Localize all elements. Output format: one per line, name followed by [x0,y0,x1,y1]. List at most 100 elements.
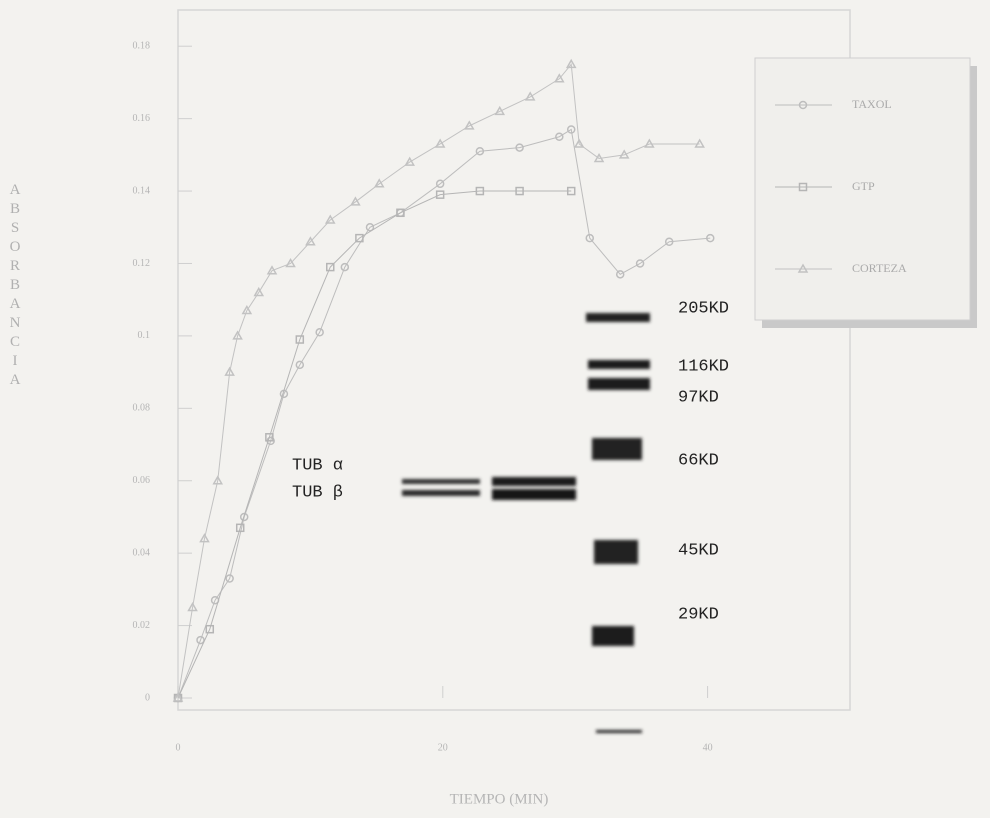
y-tick-label: 0.12 [133,258,151,269]
y-tick-label: 0.14 [133,185,151,196]
plot-frame [177,9,851,711]
point [475,186,485,196]
legend-label: TAXOL [852,97,892,111]
point [524,91,536,101]
point [295,335,305,344]
point [554,73,565,83]
point [566,186,576,196]
point [199,533,210,543]
gel-band [588,378,650,390]
legend-label: GTP [852,179,875,193]
point [435,190,445,199]
point [235,523,245,533]
point [565,58,577,69]
y-tick-label: 0.16 [133,113,151,124]
point [573,138,585,148]
point [326,262,335,272]
point [205,624,215,634]
y-tick-label: 0.02 [133,620,151,631]
point [396,208,405,218]
point [265,433,274,442]
point [172,692,184,702]
point [615,270,625,279]
point [241,305,253,315]
point [434,138,446,148]
point [324,214,336,224]
x-tick-label: 40 [703,742,713,753]
point [566,125,576,134]
annotation: 116KD [678,357,729,376]
point [305,236,316,246]
annotation: 45KD [678,541,719,560]
legend-box [754,57,971,321]
legend: TAXOL GTP CORTEZA [775,97,907,275]
point [585,233,595,243]
y-tick-label: 0 [145,692,150,703]
point [515,143,524,152]
point [187,601,198,612]
point [350,196,361,206]
point [475,146,485,156]
point [340,262,350,272]
point [593,152,605,163]
point [664,237,674,246]
point [225,574,234,583]
point [644,138,655,148]
gel-band [492,477,576,486]
point [635,259,645,268]
x-tick-label: 20 [438,742,448,753]
point [373,178,385,188]
point [212,475,224,485]
point [355,233,364,243]
x-tick-label: 0 [176,742,181,753]
annotation: 66KD [678,451,719,470]
y-tick-label: 0.1 [138,330,151,341]
gel-band [594,540,638,564]
point [515,186,524,196]
point [315,328,324,337]
gel [402,313,650,733]
point [463,120,475,130]
point [285,257,296,268]
point [618,149,630,159]
point [239,512,249,522]
point [705,233,715,243]
gel-band [402,479,480,484]
axes: 0 0.02 0.04 0.06 0.08 0.1 0.12 0.14 0.16 0.18 0 20 4… [133,9,851,753]
gel-band [588,360,650,369]
point [798,100,808,110]
y-tick-label: 0.18 [133,41,151,52]
annotation: 97KD [678,388,719,407]
y-tick-label: 0.08 [133,403,151,414]
series-line [177,190,572,699]
point [295,360,305,370]
annotation: 29KD [678,605,719,624]
series [173,125,715,703]
gel-band [592,626,634,646]
series [172,58,705,702]
gel-band [596,730,642,733]
point [797,263,809,273]
point [232,330,243,340]
x-axis-label: TIEMPO (MIN) [450,791,549,807]
gel-band [592,438,642,460]
y-axis-label: ABSORBANCIA [7,182,23,391]
point [365,223,375,232]
gel-labels: TUB α TUB β 205KD 116KD 97KD 66KD 45KD 29KD [292,299,729,624]
point [435,179,445,189]
gel-band [492,489,576,500]
point [404,156,415,166]
series-line [177,128,711,699]
series-line [177,63,700,699]
point [494,105,506,116]
annotation: 205KD [678,299,729,318]
y-tick-label: 0.04 [133,547,151,558]
series [173,186,576,703]
point [224,366,235,376]
legend-label: CORTEZA [852,261,907,275]
annotation: TUB α [292,456,343,475]
point [266,265,278,275]
gel-band [586,313,650,322]
